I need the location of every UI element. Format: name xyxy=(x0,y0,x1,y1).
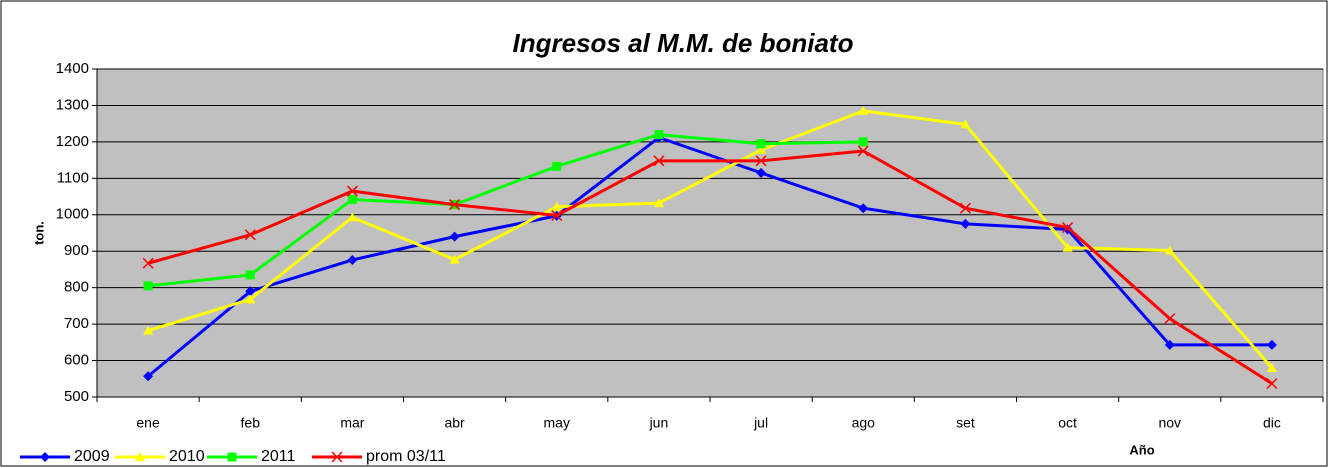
marker xyxy=(857,145,869,157)
marker xyxy=(40,452,50,462)
marker xyxy=(135,452,145,461)
marker xyxy=(756,139,766,149)
marker xyxy=(551,201,562,211)
marker xyxy=(960,218,971,229)
marker xyxy=(654,130,664,140)
marker xyxy=(1062,222,1074,234)
marker xyxy=(245,294,256,304)
y-tick-label: 500 xyxy=(64,388,89,405)
marker xyxy=(143,325,154,335)
x-tick-label: dic xyxy=(1263,415,1281,431)
marker xyxy=(858,137,868,147)
x-tick-label: ago xyxy=(852,415,876,431)
marker xyxy=(552,161,562,171)
marker xyxy=(1164,313,1176,325)
x-tick-label: abr xyxy=(444,415,465,431)
x-tick-label: jun xyxy=(649,415,669,431)
x-tick-label: set xyxy=(956,415,975,431)
y-axis-title: ton. xyxy=(31,221,46,245)
marker xyxy=(331,451,343,463)
plot-area xyxy=(96,68,1324,398)
marker xyxy=(959,202,971,214)
x-tick-label: may xyxy=(544,415,570,431)
marker xyxy=(449,254,460,264)
x-tick-label: mar xyxy=(340,415,364,431)
marker xyxy=(449,199,461,211)
marker xyxy=(960,119,971,129)
series-line xyxy=(147,109,1274,369)
legend-label: 2010 xyxy=(169,448,205,465)
marker xyxy=(347,194,357,204)
x-tick-label: feb xyxy=(241,415,261,431)
marker xyxy=(449,231,460,242)
y-tick-label: 700 xyxy=(64,315,89,332)
legend-label: 2011 xyxy=(261,448,296,465)
y-tick-label: 1100 xyxy=(57,169,89,186)
x-tick-label: jul xyxy=(753,415,768,431)
marker xyxy=(1062,242,1073,252)
marker xyxy=(143,281,153,291)
y-tick-label: 900 xyxy=(64,242,89,259)
y-tick-label: 1400 xyxy=(56,60,89,77)
marker xyxy=(1266,362,1277,372)
marker xyxy=(245,286,256,297)
marker xyxy=(142,257,154,269)
marker xyxy=(755,155,767,167)
y-tick-label: 1200 xyxy=(56,133,89,150)
x-axis-title: Año xyxy=(1129,442,1154,457)
marker xyxy=(245,270,255,280)
marker xyxy=(227,452,237,462)
marker xyxy=(244,229,256,241)
legend-label: prom 03/11 xyxy=(366,448,446,465)
marker xyxy=(551,209,563,222)
legend-label: 2009 xyxy=(74,448,110,465)
marker xyxy=(1164,339,1175,350)
x-tick-label: oct xyxy=(1058,415,1077,431)
marker xyxy=(346,185,358,197)
marker xyxy=(1266,377,1278,390)
marker xyxy=(347,212,358,222)
marker xyxy=(143,371,154,382)
chart-title: Ingresos al M.M. de boniato xyxy=(513,28,854,58)
marker xyxy=(1266,339,1277,350)
marker xyxy=(653,155,665,167)
y-tick-label: 600 xyxy=(64,352,89,369)
y-tick-label: 1300 xyxy=(56,96,89,113)
series-line xyxy=(147,149,1273,385)
marker xyxy=(858,105,869,115)
marker xyxy=(756,167,767,178)
marker xyxy=(347,254,358,265)
marker xyxy=(756,144,767,154)
x-tick-label: nov xyxy=(1158,415,1181,431)
y-tick-label: 1000 xyxy=(56,206,89,223)
y-tick-label: 800 xyxy=(64,279,89,296)
marker xyxy=(1164,245,1175,255)
marker xyxy=(653,198,664,208)
x-tick-label: ene xyxy=(136,415,160,431)
series-line xyxy=(147,133,864,288)
marker xyxy=(858,203,869,214)
